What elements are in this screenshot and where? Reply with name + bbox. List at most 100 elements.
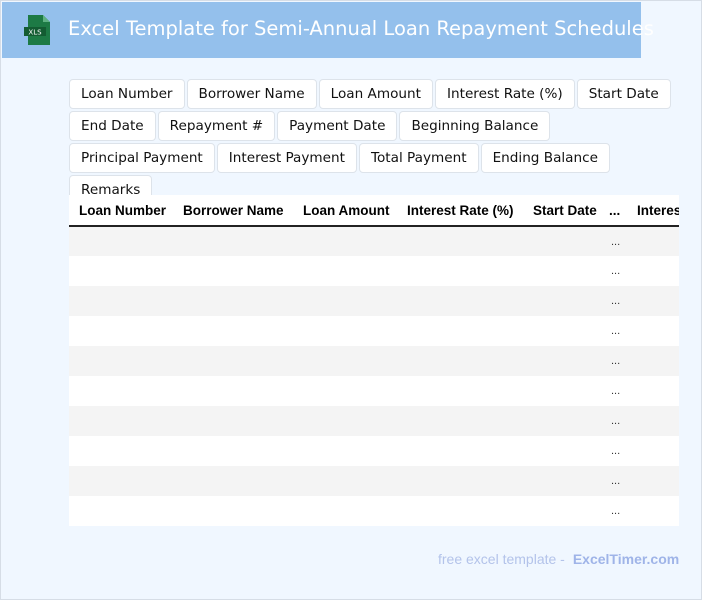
table-cell[interactable]: ...: [611, 385, 621, 397]
table-cell[interactable]: [523, 286, 603, 316]
table-cell[interactable]: [69, 406, 173, 436]
table-cell[interactable]: [173, 376, 293, 406]
table-cell[interactable]: [523, 466, 603, 496]
table-cell[interactable]: [293, 286, 397, 316]
table-cell[interactable]: [293, 256, 397, 286]
table-cell[interactable]: [173, 286, 293, 316]
table-cell[interactable]: ...: [611, 445, 621, 457]
table-cell[interactable]: [627, 406, 679, 436]
footer-text: free excel template -: [438, 551, 565, 567]
table-cell[interactable]: ...: [603, 226, 627, 256]
table-cell[interactable]: [69, 496, 173, 526]
table-cell[interactable]: ...: [603, 286, 627, 316]
table-cell[interactable]: [397, 406, 523, 436]
table-cell[interactable]: ...: [611, 265, 621, 277]
table-cell[interactable]: [523, 436, 603, 466]
table-cell[interactable]: [69, 436, 173, 466]
table-cell[interactable]: [173, 226, 293, 256]
table-cell[interactable]: ...: [611, 505, 621, 517]
table-cell[interactable]: [173, 346, 293, 376]
table-cell[interactable]: [627, 436, 679, 466]
footer: free excel template - ExcelTimer.com: [438, 551, 679, 567]
column-header: Interest: [627, 195, 679, 227]
table-row: ...: [69, 256, 679, 286]
table-cell[interactable]: [397, 496, 523, 526]
table-cell[interactable]: ...: [603, 466, 627, 496]
table-cell[interactable]: [173, 406, 293, 436]
field-chip[interactable]: Loan Number: [69, 79, 185, 109]
field-chip[interactable]: Ending Balance: [480, 143, 610, 173]
table-cell[interactable]: [627, 466, 679, 496]
field-chip[interactable]: Interest Rate (%): [434, 79, 575, 109]
field-chip[interactable]: Borrower Name: [186, 79, 317, 109]
table-cell[interactable]: ...: [611, 325, 621, 337]
field-chip[interactable]: End Date: [69, 111, 156, 141]
table-cell[interactable]: [397, 466, 523, 496]
table-cell[interactable]: [293, 496, 397, 526]
table-cell[interactable]: [173, 496, 293, 526]
table-row: ...: [69, 286, 679, 316]
header-banner: XLS Excel Template for Semi-Annual Loan …: [2, 2, 654, 58]
table-cell[interactable]: [627, 286, 679, 316]
table-cell[interactable]: [397, 286, 523, 316]
field-chip[interactable]: Principal Payment: [69, 143, 215, 173]
table-cell[interactable]: [293, 376, 397, 406]
column-header: Borrower Name: [173, 195, 293, 227]
table-cell[interactable]: [523, 226, 603, 256]
table-cell[interactable]: [523, 376, 603, 406]
field-chip[interactable]: Beginning Balance: [399, 111, 551, 141]
table-row: ...: [69, 496, 679, 526]
field-chip[interactable]: Payment Date: [277, 111, 398, 141]
table-cell[interactable]: [69, 226, 173, 256]
table-cell[interactable]: [627, 316, 679, 346]
table-cell[interactable]: [523, 346, 603, 376]
table-cell[interactable]: [627, 256, 679, 286]
field-chip[interactable]: Total Payment: [358, 143, 479, 173]
table-row: ...: [69, 226, 679, 256]
data-table: Loan Number Borrower Name Loan Amount Inter…: [69, 195, 679, 526]
table-cell[interactable]: [173, 436, 293, 466]
table-cell[interactable]: [293, 226, 397, 256]
table-cell[interactable]: [627, 496, 679, 526]
table-cell[interactable]: [523, 496, 603, 526]
table-cell[interactable]: [173, 466, 293, 496]
table-cell[interactable]: [397, 436, 523, 466]
field-chip[interactable]: Loan Amount: [318, 79, 433, 109]
table-cell[interactable]: [627, 376, 679, 406]
column-header: Loan Amount: [293, 195, 397, 227]
table-cell[interactable]: [69, 316, 173, 346]
field-chip[interactable]: Interest Payment: [216, 143, 357, 173]
table-cell[interactable]: [397, 346, 523, 376]
table-cell[interactable]: [397, 376, 523, 406]
table-cell[interactable]: [293, 406, 397, 436]
table-cell[interactable]: ...: [603, 406, 627, 436]
table-cell[interactable]: [173, 256, 293, 286]
table-cell[interactable]: [69, 346, 173, 376]
table-cell[interactable]: [523, 256, 603, 286]
column-header: Start Date: [523, 195, 603, 227]
field-chip[interactable]: Start Date: [576, 79, 671, 109]
table-cell[interactable]: [627, 226, 679, 256]
table-row: ...: [69, 376, 679, 406]
field-chip[interactable]: Repayment #: [157, 111, 276, 141]
footer-brand-link[interactable]: ExcelTimer.com: [572, 551, 680, 567]
table-cell[interactable]: [397, 316, 523, 346]
table-cell[interactable]: [397, 256, 523, 286]
table-cell[interactable]: [293, 346, 397, 376]
table-cell[interactable]: [173, 316, 293, 346]
table-cell[interactable]: [523, 406, 603, 436]
table-cell[interactable]: [69, 376, 173, 406]
table-cell[interactable]: [293, 466, 397, 496]
table-cell[interactable]: ...: [603, 346, 627, 376]
table-cell[interactable]: [293, 436, 397, 466]
table-cell[interactable]: [69, 466, 173, 496]
table-cell[interactable]: [69, 256, 173, 286]
table-header-row: Loan Number Borrower Name Loan Amount Inter…: [69, 195, 679, 227]
svg-text:XLS: XLS: [28, 28, 42, 36]
table-cell[interactable]: [627, 346, 679, 376]
table-cell[interactable]: [523, 316, 603, 346]
table-cell[interactable]: [69, 286, 173, 316]
table-cell[interactable]: [293, 316, 397, 346]
table-cell[interactable]: [397, 226, 523, 256]
